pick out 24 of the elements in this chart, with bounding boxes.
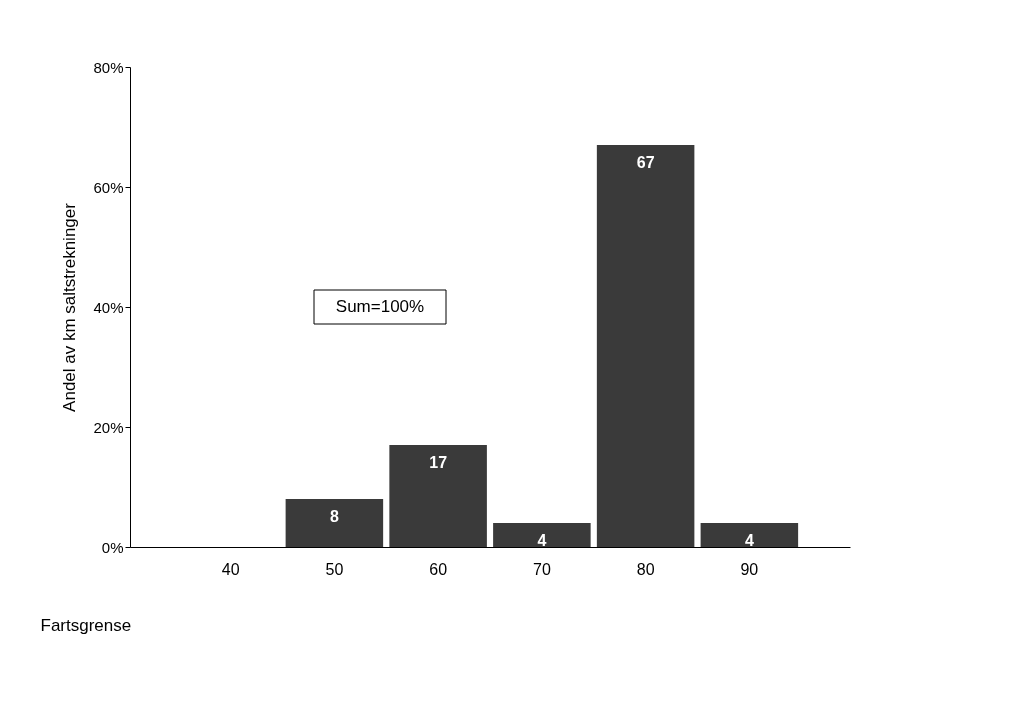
y-tick-label: 60%	[93, 178, 124, 196]
y-tick-label: 0%	[101, 538, 124, 556]
bar	[493, 523, 591, 547]
y-tick-label: 80%	[93, 58, 124, 76]
x-tick-label: 50	[325, 560, 344, 578]
y-tick-label: 20%	[93, 418, 124, 436]
data-label: 8	[329, 508, 339, 525]
x-tick-label: 90	[740, 560, 759, 578]
x-tick-label: 60	[429, 560, 448, 578]
data-label: 4	[537, 532, 547, 549]
bar	[700, 523, 799, 547]
y-tick-label: 40%	[93, 298, 124, 316]
x-axis-title: Fartsgrense	[40, 615, 132, 635]
x-tick-label: 70	[532, 560, 551, 578]
data-label: 17	[429, 454, 448, 471]
x-tick-label: 40	[221, 560, 240, 578]
bar	[389, 445, 487, 547]
data-label: 4	[744, 532, 754, 549]
data-label: 67	[636, 154, 655, 171]
bar	[285, 499, 384, 547]
y-axis-title: Andel av km saltstrekninger	[60, 202, 80, 412]
bar	[596, 145, 695, 547]
annotation: Sum=100%	[335, 297, 425, 316]
x-tick-label: 80	[636, 560, 655, 578]
